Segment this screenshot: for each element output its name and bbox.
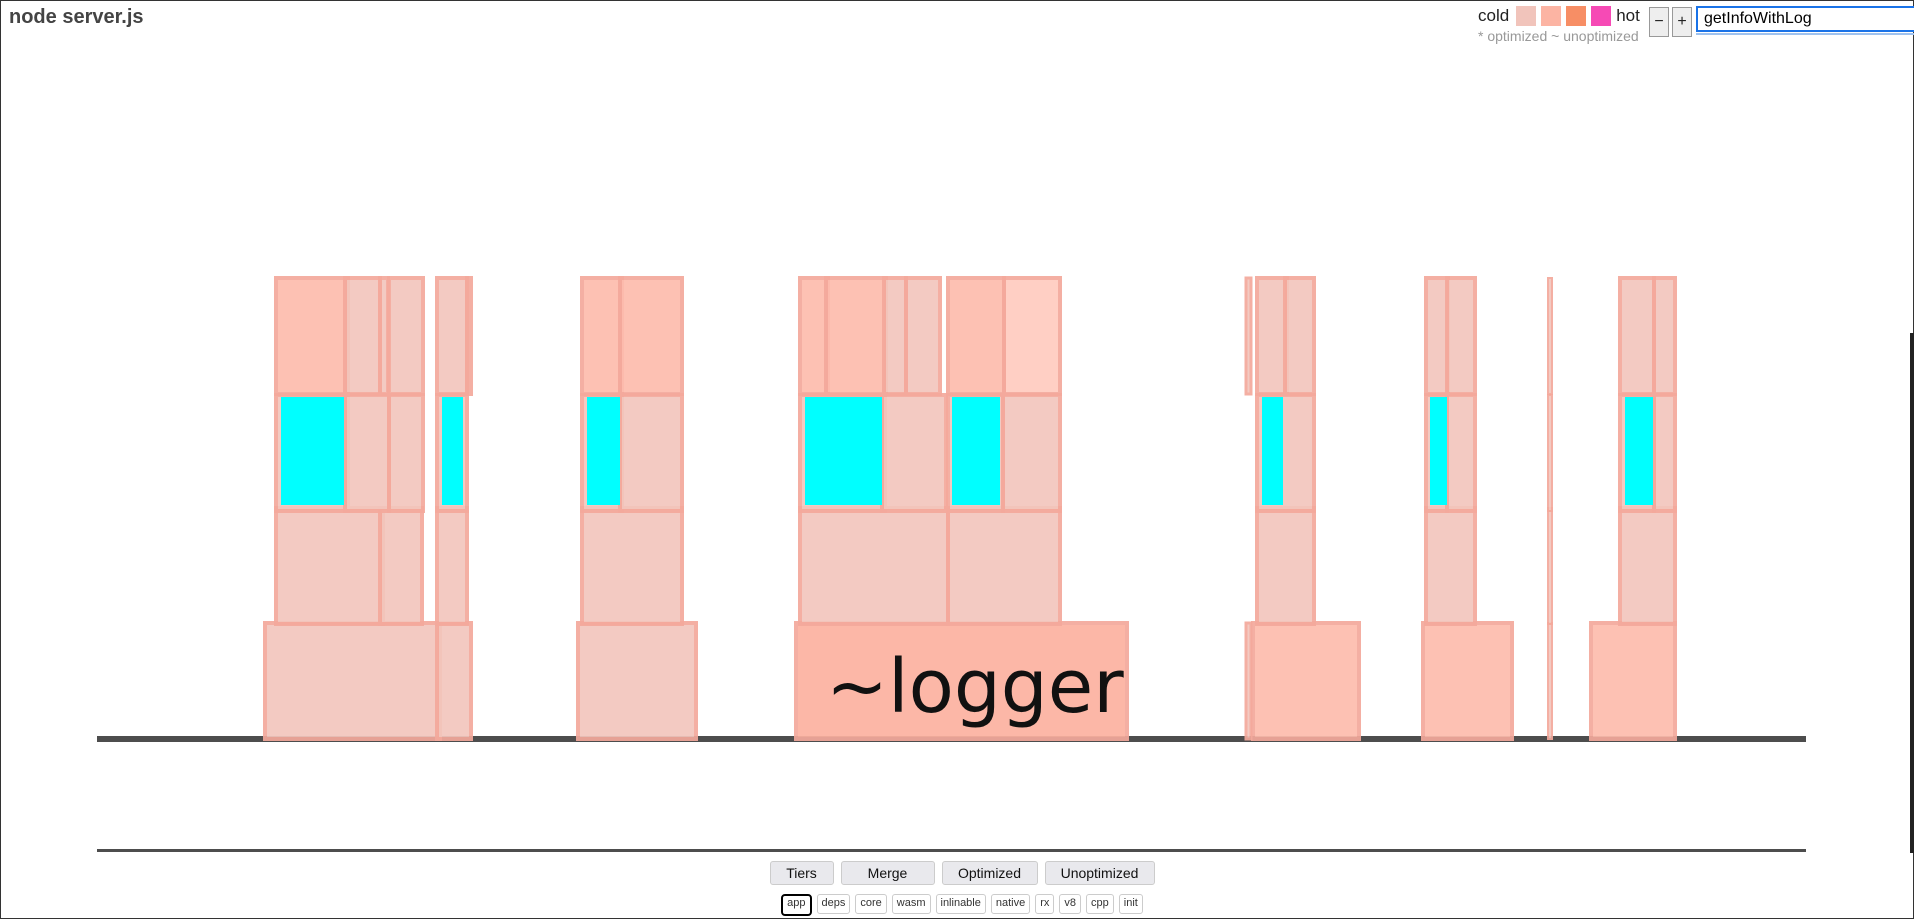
flame-frame[interactable] bbox=[378, 276, 390, 396]
flame-frame[interactable] bbox=[1002, 276, 1062, 396]
flame-frame[interactable] bbox=[880, 393, 948, 513]
filter-chips: app deps core wasm inlinable native rx v8 cpp ini… bbox=[0, 894, 1914, 916]
flame-frame[interactable] bbox=[1547, 394, 1553, 512]
flame-frame[interactable] bbox=[378, 506, 424, 626]
search-match-frame[interactable] bbox=[805, 397, 882, 505]
flame-frame[interactable] bbox=[1255, 506, 1316, 626]
flame-frame[interactable] bbox=[1652, 393, 1677, 513]
flame-frame[interactable] bbox=[435, 621, 473, 741]
flame-frame[interactable] bbox=[1244, 276, 1253, 396]
search-match-frame[interactable] bbox=[1430, 397, 1447, 505]
tier-controls: Tiers Merge Optimized Unoptimized bbox=[0, 861, 1914, 885]
legend-swatch-3 bbox=[1566, 6, 1587, 26]
flame-frame[interactable] bbox=[618, 393, 684, 513]
legend-swatch-2 bbox=[1541, 6, 1562, 26]
flame-frame[interactable] bbox=[1001, 393, 1062, 513]
flame-frame[interactable] bbox=[1445, 393, 1477, 513]
hovered-frame-label: ~logger bbox=[826, 644, 1124, 730]
filter-chip-native[interactable]: native bbox=[990, 894, 1031, 914]
flame-frame[interactable] bbox=[1421, 621, 1514, 741]
flame-frame[interactable] bbox=[798, 276, 830, 396]
flame-frame[interactable] bbox=[1618, 276, 1656, 396]
flame-frame[interactable] bbox=[580, 276, 624, 396]
filter-chip-deps[interactable]: deps bbox=[816, 894, 851, 914]
flame-frame[interactable] bbox=[1547, 277, 1553, 395]
tiers-button[interactable]: Tiers bbox=[769, 861, 834, 885]
legend-hot-label: hot bbox=[1616, 6, 1640, 25]
filter-chip-inlinable[interactable]: inlinable bbox=[935, 894, 986, 914]
filter-chip-core[interactable]: core bbox=[855, 894, 887, 914]
flame-frame[interactable] bbox=[1618, 506, 1677, 626]
flamegraph-canvas[interactable]: ~logger bbox=[0, 0, 1914, 860]
flame-frame[interactable] bbox=[1424, 276, 1450, 396]
flame-frame[interactable] bbox=[946, 506, 1062, 626]
flame-frame[interactable] bbox=[1244, 621, 1253, 741]
heat-legend: cold hot * optimized ~ unoptimized bbox=[1478, 5, 1640, 44]
search-match-frame[interactable] bbox=[952, 397, 1000, 505]
flame-frame[interactable] bbox=[263, 621, 442, 741]
search-match-frame[interactable] bbox=[1625, 397, 1653, 505]
search-match-frame[interactable] bbox=[281, 397, 344, 505]
flame-frame[interactable] bbox=[465, 276, 473, 396]
flame-frame-hovered[interactable] bbox=[794, 621, 1129, 741]
flame-frame[interactable] bbox=[946, 276, 1006, 396]
flame-frame[interactable] bbox=[1255, 276, 1289, 396]
flame-frame[interactable] bbox=[618, 276, 684, 396]
flame-frame[interactable] bbox=[435, 506, 469, 626]
scrollbar-edge[interactable] bbox=[1910, 333, 1914, 853]
filter-chip-init[interactable]: init bbox=[1118, 894, 1143, 914]
page-title: node server.js bbox=[9, 6, 144, 28]
flame-frame[interactable] bbox=[1283, 276, 1316, 396]
filter-chip-rx[interactable]: rx bbox=[1035, 894, 1055, 914]
flame-frame[interactable] bbox=[343, 393, 391, 513]
search-input[interactable] bbox=[1696, 6, 1914, 32]
filter-chip-app[interactable]: app bbox=[781, 894, 812, 916]
filter-chip-cpp[interactable]: cpp bbox=[1086, 894, 1114, 914]
flame-frame[interactable] bbox=[274, 506, 385, 626]
flame-frame[interactable] bbox=[576, 621, 698, 741]
flame-frame[interactable] bbox=[1589, 621, 1677, 741]
search-match-frame[interactable] bbox=[587, 397, 620, 505]
flame-frame[interactable] bbox=[882, 276, 908, 396]
unoptimized-button[interactable]: Unoptimized bbox=[1044, 861, 1155, 885]
search-underline bbox=[1696, 33, 1914, 35]
flame-frame[interactable] bbox=[1424, 506, 1477, 626]
filter-chip-v8[interactable]: v8 bbox=[1059, 894, 1082, 914]
search-match-frame[interactable] bbox=[442, 397, 463, 505]
legend-subtitle: * optimized ~ unoptimized bbox=[1478, 28, 1639, 44]
flame-frame[interactable] bbox=[435, 276, 469, 396]
flame-frame[interactable] bbox=[343, 276, 382, 396]
flame-frame[interactable] bbox=[904, 276, 942, 396]
timeline-axis bbox=[97, 849, 1806, 852]
flame-frame[interactable] bbox=[1445, 276, 1477, 396]
flame-frame[interactable] bbox=[1547, 622, 1553, 740]
optimized-button[interactable]: Optimized bbox=[941, 861, 1038, 885]
flame-frame[interactable] bbox=[1652, 276, 1677, 396]
flame-frame[interactable] bbox=[824, 276, 888, 396]
merge-button[interactable]: Merge bbox=[840, 861, 935, 885]
zoom-out-button[interactable]: − bbox=[1649, 7, 1669, 37]
legend-cold-label: cold bbox=[1478, 6, 1510, 25]
flame-frame[interactable] bbox=[1547, 507, 1553, 625]
flame-frame[interactable] bbox=[798, 506, 950, 626]
flame-frame[interactable] bbox=[274, 276, 350, 396]
zoom-in-button[interactable]: + bbox=[1672, 7, 1692, 37]
flame-frame[interactable] bbox=[387, 276, 425, 396]
flame-frame[interactable] bbox=[1251, 621, 1361, 741]
flame-frame[interactable] bbox=[580, 506, 684, 626]
legend-swatch-1 bbox=[1516, 6, 1537, 26]
search-match-frame[interactable] bbox=[1262, 397, 1283, 505]
flame-frame[interactable] bbox=[387, 393, 425, 513]
legend-swatch-4 bbox=[1591, 6, 1612, 26]
filter-chip-wasm[interactable]: wasm bbox=[891, 894, 931, 914]
